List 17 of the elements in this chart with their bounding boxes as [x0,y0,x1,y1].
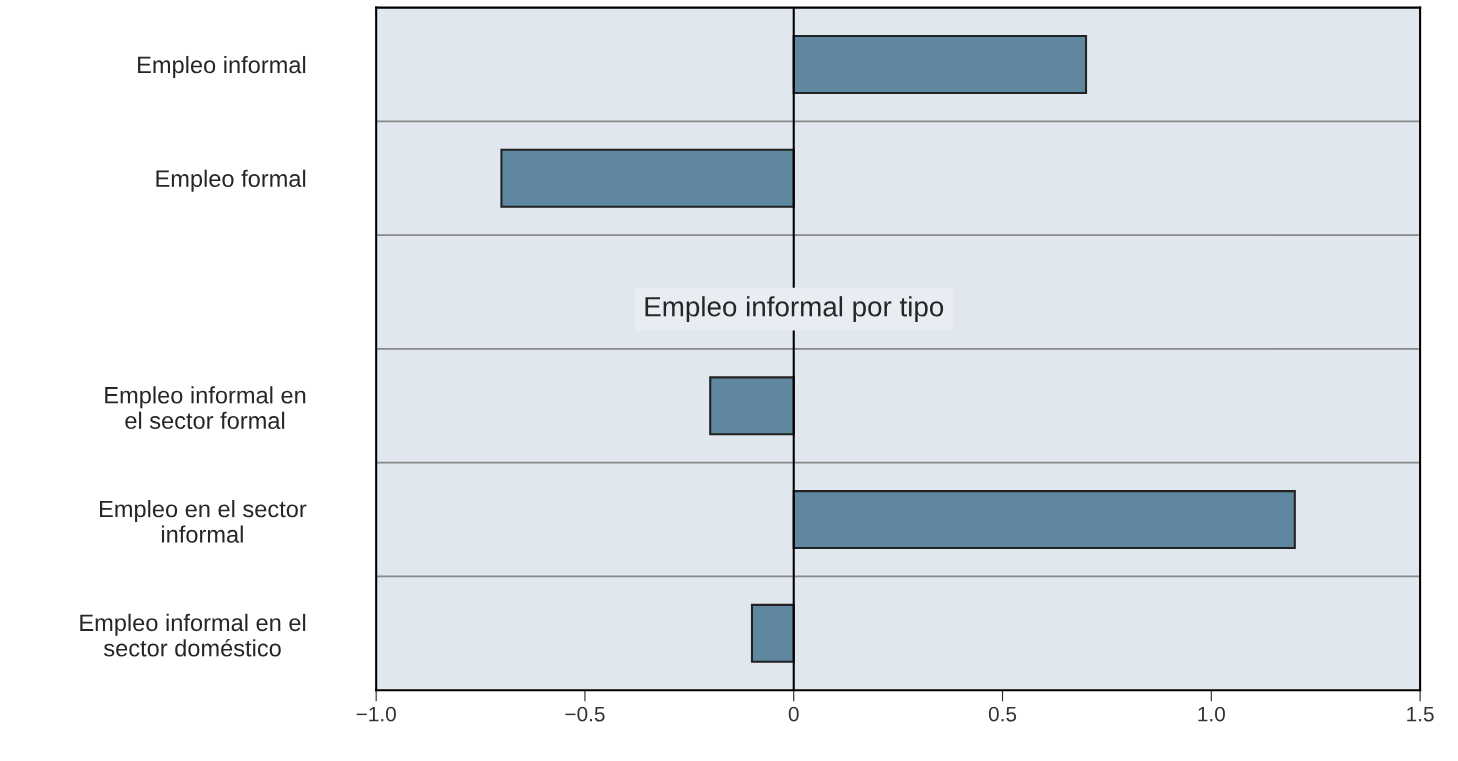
x-tick-label: 0 [788,706,799,722]
annotation: Empleo informal por tipo [645,296,944,323]
bar [709,376,795,436]
y-tick-label: Empleo en el sector informal [100,500,307,543]
y-tick-label: Empleo informal en el sector formal [105,386,306,430]
bar [792,490,1296,550]
bar [750,603,795,663]
y-tick-label: Empleo informal en el sector doméstico [80,613,306,657]
bar [792,35,1088,94]
x-tick-label: −0.5 [565,706,605,722]
x-tick-label: 0.5 [988,706,1017,722]
y-tick-label: Empleo informal [138,55,306,78]
x-tick-label: −1.0 [356,706,396,722]
x-tick-label: 1.0 [1198,706,1225,722]
x-tick-label: 1.5 [1407,706,1434,722]
bar [500,148,795,208]
y-tick-label: Empleo formal [156,169,306,192]
